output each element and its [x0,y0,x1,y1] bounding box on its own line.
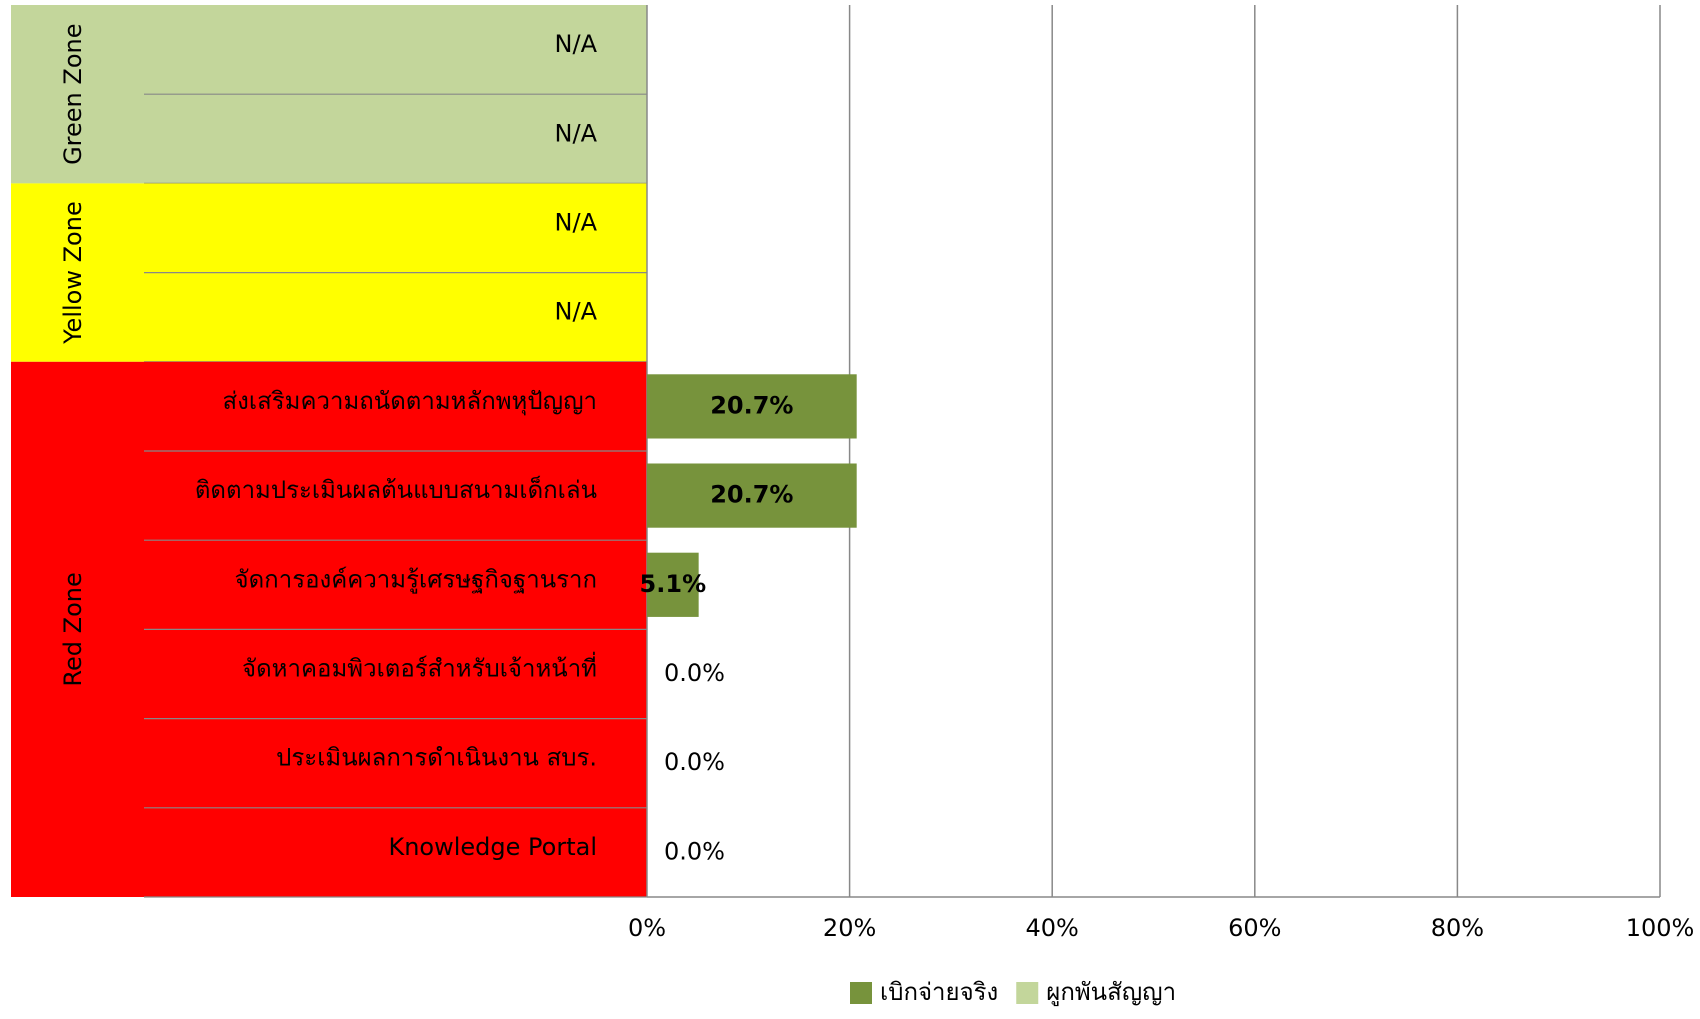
x-tick-label: 20% [823,914,876,942]
value-label: 20.7% [710,481,793,509]
value-label: 0.0% [664,659,725,687]
category-label: จัดการองค์ความรู้เศรษฐกิจฐานราก [235,565,597,594]
category-label: N/A [555,30,598,58]
value-label: 5.1% [640,570,707,598]
x-tick-label: 0% [628,914,666,942]
category-label: N/A [555,119,598,147]
x-tick-label: 80% [1431,914,1484,942]
x-tick-label: 100% [1626,914,1695,942]
legend-swatch [850,982,872,1004]
value-label: 0.0% [664,837,725,865]
category-label: ส่งเสริมความถนัดตามหลักพหุปัญญา [223,387,597,416]
legend-label: เบิกจ่ายจริง [880,978,998,1006]
value-label: 0.0% [664,748,725,776]
legend-label: ผูกพันสัญญา [1046,978,1176,1007]
bar [647,463,857,528]
legend-swatch [1016,982,1039,1004]
x-tick-label: 60% [1228,914,1281,942]
zone-label: Red Zone [59,572,87,686]
bar [647,374,857,439]
category-label: จัดหาคอมพิวเตอร์สำหรับเจ้าหน้าที่ [242,652,597,683]
category-label: N/A [555,298,598,326]
x-tick-label: 40% [1026,914,1079,942]
zone-label: Green Zone [59,23,87,164]
zone-label: Yellow Zone [59,201,87,345]
category-label: N/A [555,209,598,237]
bar [647,552,699,617]
category-label: Knowledge Portal [388,833,597,861]
value-label: 20.7% [710,391,793,419]
category-label: ประเมินผลการดำเนินงาน สบร. [276,744,597,772]
category-label: ติดตามประเมินผลต้นแบบสนามเด็กเล่น [195,475,597,504]
